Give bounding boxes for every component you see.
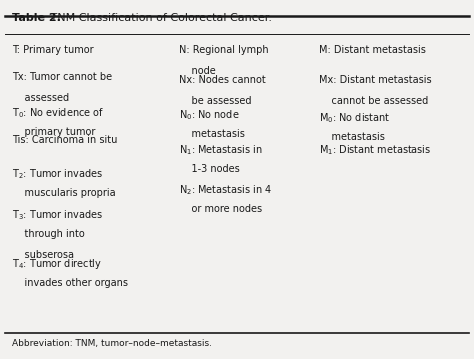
- Text: primary tumor: primary tumor: [12, 127, 95, 137]
- Text: N$_2$: Metastasis in 4: N$_2$: Metastasis in 4: [179, 183, 272, 197]
- Text: subserosa: subserosa: [12, 250, 74, 260]
- Text: T$_4$: Tumor directly: T$_4$: Tumor directly: [12, 257, 102, 271]
- Text: invades other organs: invades other organs: [12, 278, 128, 288]
- Text: be assessed: be assessed: [179, 96, 252, 106]
- Text: muscularis propria: muscularis propria: [12, 188, 116, 198]
- Text: T$_0$: No evidence of: T$_0$: No evidence of: [12, 106, 104, 120]
- Text: metastasis: metastasis: [319, 132, 384, 142]
- Text: N: Regional lymph: N: Regional lymph: [179, 45, 269, 55]
- Text: N$_1$: Metastasis in: N$_1$: Metastasis in: [179, 144, 263, 157]
- Text: M: Distant metastasis: M: Distant metastasis: [319, 45, 425, 55]
- Text: cannot be assessed: cannot be assessed: [319, 96, 428, 106]
- Text: through into: through into: [12, 229, 84, 239]
- Text: Mx: Distant metastasis: Mx: Distant metastasis: [319, 75, 431, 85]
- Text: Tx: Tumor cannot be: Tx: Tumor cannot be: [12, 72, 112, 82]
- Text: Tis: Carcinoma in situ: Tis: Carcinoma in situ: [12, 135, 117, 145]
- Text: T$_3$: Tumor invades: T$_3$: Tumor invades: [12, 208, 103, 222]
- Text: Abbreviation: TNM, tumor–node–metastasis.: Abbreviation: TNM, tumor–node–metastasis…: [12, 339, 212, 348]
- Text: M$_0$: No distant: M$_0$: No distant: [319, 111, 390, 125]
- Text: TNM Classification of Colorectal Cancer.: TNM Classification of Colorectal Cancer.: [47, 13, 272, 23]
- Text: M$_1$: Distant metastasis: M$_1$: Distant metastasis: [319, 144, 431, 157]
- Text: 1-3 nodes: 1-3 nodes: [179, 164, 240, 174]
- Text: T$_2$: Tumor invades: T$_2$: Tumor invades: [12, 167, 103, 181]
- Text: assessed: assessed: [12, 93, 69, 103]
- Text: metastasis: metastasis: [179, 129, 245, 139]
- Text: Table 2.: Table 2.: [12, 13, 61, 23]
- Text: N$_0$: No node: N$_0$: No node: [179, 108, 240, 121]
- Text: T: Primary tumor: T: Primary tumor: [12, 45, 93, 55]
- Text: node: node: [179, 66, 216, 76]
- Text: Nx: Nodes cannot: Nx: Nodes cannot: [179, 75, 266, 85]
- Text: or more nodes: or more nodes: [179, 204, 262, 214]
